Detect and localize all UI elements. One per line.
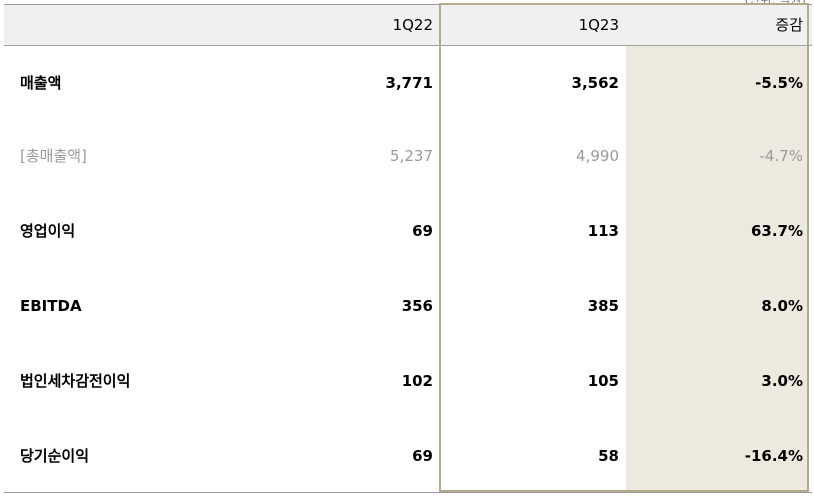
- row-value-1q22: 69: [412, 447, 433, 465]
- bottom-rule: [4, 492, 812, 493]
- row-label-pretax-income: 법인세차감전이익: [20, 372, 131, 390]
- header-divider: [4, 45, 812, 46]
- column-header-change: 증감: [775, 16, 803, 34]
- row-value-1q23: 113: [587, 222, 619, 240]
- row-value-change: 3.0%: [761, 372, 803, 390]
- row-value-1q22: 102: [401, 372, 433, 390]
- top-rule: [4, 4, 812, 5]
- row-value-change: 8.0%: [761, 297, 803, 315]
- row-label-gross-revenue: [총매출액]: [20, 147, 87, 165]
- row-value-1q22: 356: [401, 297, 433, 315]
- change-column-highlight: [626, 45, 808, 492]
- row-value-change: -4.7%: [759, 147, 803, 165]
- row-value-1q22: 5,237: [390, 147, 433, 165]
- row-label-net-income: 당기순이익: [20, 447, 90, 465]
- row-value-change: -16.4%: [744, 447, 803, 465]
- row-value-change: -5.5%: [755, 74, 803, 92]
- row-label-ebitda: EBITDA: [20, 297, 82, 315]
- row-label-revenue: 매출액: [20, 74, 62, 92]
- column-header-1q22: 1Q22: [392, 16, 433, 34]
- column-header-1q23: 1Q23: [578, 16, 619, 34]
- row-label-operating-income: 영업이익: [20, 222, 76, 240]
- row-value-1q23: 385: [587, 297, 619, 315]
- row-value-1q23: 58: [598, 447, 619, 465]
- row-value-1q22: 3,771: [385, 74, 433, 92]
- row-value-1q22: 69: [412, 222, 433, 240]
- row-value-1q23: 3,562: [571, 74, 619, 92]
- highlight-frame: [439, 3, 809, 492]
- row-value-change: 63.7%: [750, 222, 803, 240]
- row-value-1q23: 4,990: [576, 147, 619, 165]
- row-value-1q23: 105: [587, 372, 619, 390]
- header-band: [4, 5, 812, 45]
